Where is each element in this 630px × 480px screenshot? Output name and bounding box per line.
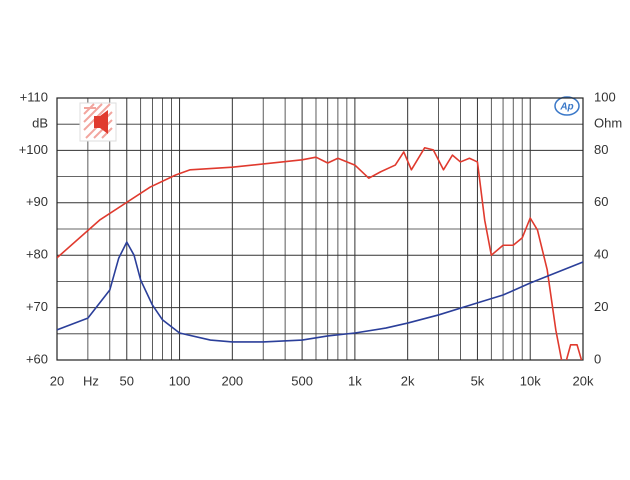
series-line <box>57 241 583 343</box>
ap-badge: Ap <box>554 96 580 116</box>
x-tick-label: 10k <box>520 373 541 388</box>
speaker-icon <box>79 102 117 142</box>
x-tick-label: 20 <box>50 373 64 388</box>
x-tick-label: 1k <box>348 373 362 388</box>
y-tick-label: +90 <box>26 194 48 209</box>
y2-tick-label: 60 <box>594 194 608 209</box>
plot-frame <box>56 97 584 361</box>
y2-tick-label: 40 <box>594 247 608 262</box>
x-tick-label: 500 <box>291 373 313 388</box>
y-tick-label: +110 <box>20 89 48 104</box>
y-tick-label: +60 <box>26 351 48 366</box>
y-unit: dB <box>32 115 48 130</box>
x-tick-label: 100 <box>169 373 191 388</box>
y2-tick-label: 0 <box>594 351 601 366</box>
y2-tick-label: 80 <box>594 142 608 157</box>
x-tick-label: 200 <box>221 373 243 388</box>
x-tick-label: 20k <box>573 373 594 388</box>
y2-tick-label: 20 <box>594 299 608 314</box>
x-tick-label: 5k <box>471 373 485 388</box>
x-unit: Hz <box>83 373 99 388</box>
x-tick-label: 50 <box>120 373 134 388</box>
y-tick-label: +80 <box>26 247 48 262</box>
series-line <box>57 146 583 360</box>
y2-tick-label: 100 <box>594 89 616 104</box>
y2-unit: Ohm <box>594 115 622 130</box>
y-tick-label: +100 <box>19 142 48 157</box>
y-tick-label: +70 <box>26 299 48 314</box>
badge: Ap <box>559 102 573 113</box>
x-tick-label: 2k <box>401 373 415 388</box>
